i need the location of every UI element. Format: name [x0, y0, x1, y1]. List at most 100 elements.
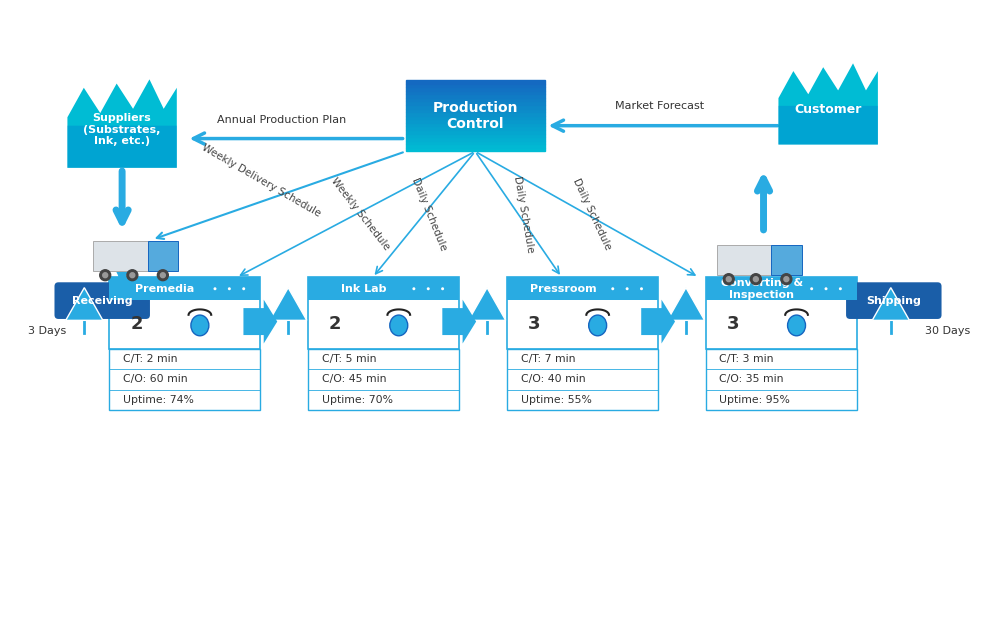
- FancyBboxPatch shape: [706, 277, 857, 300]
- Bar: [406, 126, 545, 130]
- FancyBboxPatch shape: [706, 277, 857, 348]
- Text: C/O: 40 min: C/O: 40 min: [521, 374, 585, 384]
- Text: Pressroom: Pressroom: [530, 284, 596, 294]
- Text: 30 Days: 30 Days: [925, 326, 970, 336]
- Circle shape: [825, 287, 828, 290]
- Bar: [406, 112, 545, 116]
- Circle shape: [784, 277, 789, 282]
- Text: C/T: 2 min: C/T: 2 min: [123, 354, 177, 364]
- Bar: [406, 116, 545, 120]
- FancyBboxPatch shape: [308, 277, 459, 300]
- Text: Receiving: Receiving: [72, 296, 133, 306]
- Bar: [406, 123, 545, 126]
- Circle shape: [157, 270, 168, 281]
- Circle shape: [611, 287, 614, 290]
- Bar: [406, 130, 545, 133]
- Bar: [406, 105, 545, 109]
- Bar: [406, 98, 545, 101]
- Text: Daily Schedule: Daily Schedule: [512, 175, 535, 253]
- Text: Daily Schedule: Daily Schedule: [410, 177, 448, 252]
- FancyBboxPatch shape: [846, 282, 942, 319]
- Bar: [406, 101, 545, 105]
- Text: Premedia: Premedia: [135, 284, 195, 294]
- FancyBboxPatch shape: [54, 282, 150, 319]
- Text: C/O: 35 min: C/O: 35 min: [719, 374, 784, 384]
- Polygon shape: [667, 287, 705, 320]
- Bar: [406, 141, 545, 144]
- Polygon shape: [468, 287, 506, 320]
- Text: 2: 2: [329, 315, 342, 333]
- Polygon shape: [67, 79, 177, 168]
- Polygon shape: [641, 299, 675, 343]
- Text: Ink Lab: Ink Lab: [341, 284, 387, 294]
- FancyBboxPatch shape: [308, 348, 459, 410]
- Ellipse shape: [390, 315, 408, 336]
- Circle shape: [214, 287, 216, 290]
- FancyBboxPatch shape: [507, 277, 658, 300]
- Circle shape: [726, 277, 731, 282]
- Text: Production
Control: Production Control: [432, 101, 518, 131]
- Bar: [406, 144, 545, 148]
- Text: Uptime: 55%: Uptime: 55%: [521, 395, 591, 405]
- FancyBboxPatch shape: [706, 348, 857, 410]
- Text: Suppliers
(Substrates,
Ink, etc.): Suppliers (Substrates, Ink, etc.): [83, 113, 161, 147]
- Text: 3 Days: 3 Days: [28, 326, 67, 336]
- Text: Customer: Customer: [794, 103, 862, 116]
- Polygon shape: [66, 287, 103, 320]
- Polygon shape: [270, 287, 307, 320]
- Circle shape: [839, 287, 842, 290]
- FancyBboxPatch shape: [67, 126, 177, 168]
- Text: Weekly Delivery Schedule: Weekly Delivery Schedule: [200, 142, 323, 218]
- Polygon shape: [243, 299, 277, 343]
- Bar: [406, 91, 545, 94]
- FancyBboxPatch shape: [507, 277, 658, 348]
- Text: C/T: 7 min: C/T: 7 min: [521, 354, 575, 364]
- FancyBboxPatch shape: [93, 241, 148, 270]
- Text: 2: 2: [130, 315, 143, 333]
- Text: Converting &
Inspection: Converting & Inspection: [721, 278, 803, 299]
- Circle shape: [753, 277, 758, 282]
- Circle shape: [640, 287, 643, 290]
- Text: C/T: 3 min: C/T: 3 min: [719, 354, 774, 364]
- Circle shape: [750, 274, 761, 285]
- FancyBboxPatch shape: [308, 277, 459, 348]
- Text: C/T: 5 min: C/T: 5 min: [322, 354, 376, 364]
- Text: 3: 3: [528, 315, 540, 333]
- Circle shape: [412, 287, 415, 290]
- Circle shape: [781, 274, 792, 285]
- Text: Uptime: 95%: Uptime: 95%: [719, 395, 790, 405]
- Text: Annual Production Plan: Annual Production Plan: [217, 114, 346, 125]
- Text: Daily Schedule: Daily Schedule: [571, 177, 613, 252]
- Bar: [406, 137, 545, 141]
- FancyBboxPatch shape: [148, 241, 178, 270]
- Circle shape: [242, 287, 245, 290]
- Polygon shape: [778, 64, 878, 145]
- Bar: [406, 109, 545, 112]
- FancyBboxPatch shape: [109, 277, 260, 300]
- Circle shape: [127, 270, 138, 281]
- FancyBboxPatch shape: [109, 348, 260, 410]
- Circle shape: [441, 287, 444, 290]
- Text: C/O: 60 min: C/O: 60 min: [123, 374, 187, 384]
- Polygon shape: [872, 287, 909, 320]
- Bar: [406, 80, 545, 84]
- Bar: [406, 84, 545, 87]
- FancyBboxPatch shape: [778, 106, 878, 145]
- Text: Shipping: Shipping: [866, 296, 921, 306]
- Circle shape: [723, 274, 734, 285]
- Circle shape: [228, 287, 231, 290]
- FancyBboxPatch shape: [507, 348, 658, 410]
- Circle shape: [810, 287, 813, 290]
- FancyBboxPatch shape: [109, 277, 260, 348]
- Polygon shape: [442, 299, 476, 343]
- Text: 3: 3: [727, 315, 739, 333]
- Text: Uptime: 74%: Uptime: 74%: [123, 395, 194, 405]
- Bar: [406, 94, 545, 98]
- Text: Market Forecast: Market Forecast: [615, 101, 704, 111]
- Ellipse shape: [589, 315, 607, 336]
- Ellipse shape: [191, 315, 209, 336]
- Circle shape: [427, 287, 430, 290]
- Circle shape: [103, 273, 108, 277]
- FancyBboxPatch shape: [771, 245, 802, 275]
- Text: Uptime: 70%: Uptime: 70%: [322, 395, 393, 405]
